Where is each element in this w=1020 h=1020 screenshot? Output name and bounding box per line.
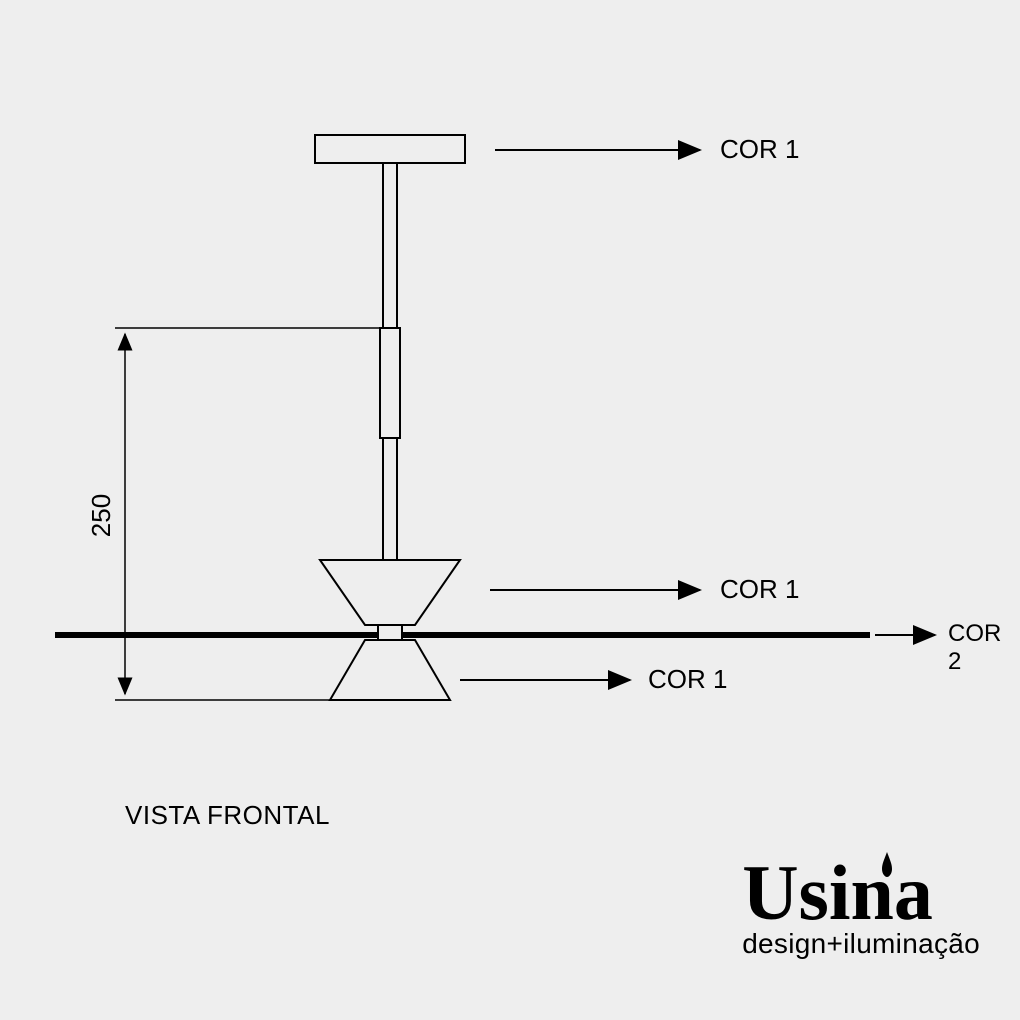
label-cor1-mid: COR 1 [720,574,799,605]
rod-sleeve [380,328,400,438]
label-cor2: COR 2 [948,620,1020,676]
shade-bottom [330,640,450,700]
logo-main-text: Usina [742,860,933,926]
shade-top [320,560,460,625]
flame-icon [878,852,896,878]
canopy [315,135,465,163]
rod-lower [383,438,397,560]
label-cor1-bottom: COR 1 [648,664,727,695]
dimension-label: 250 [86,494,117,537]
brand-logo: Usina design+iluminação [742,860,980,960]
shade-neck [378,625,402,640]
view-label: VISTA FRONTAL [125,800,330,831]
rod-upper [383,163,397,328]
label-cor1-top: COR 1 [720,134,799,165]
